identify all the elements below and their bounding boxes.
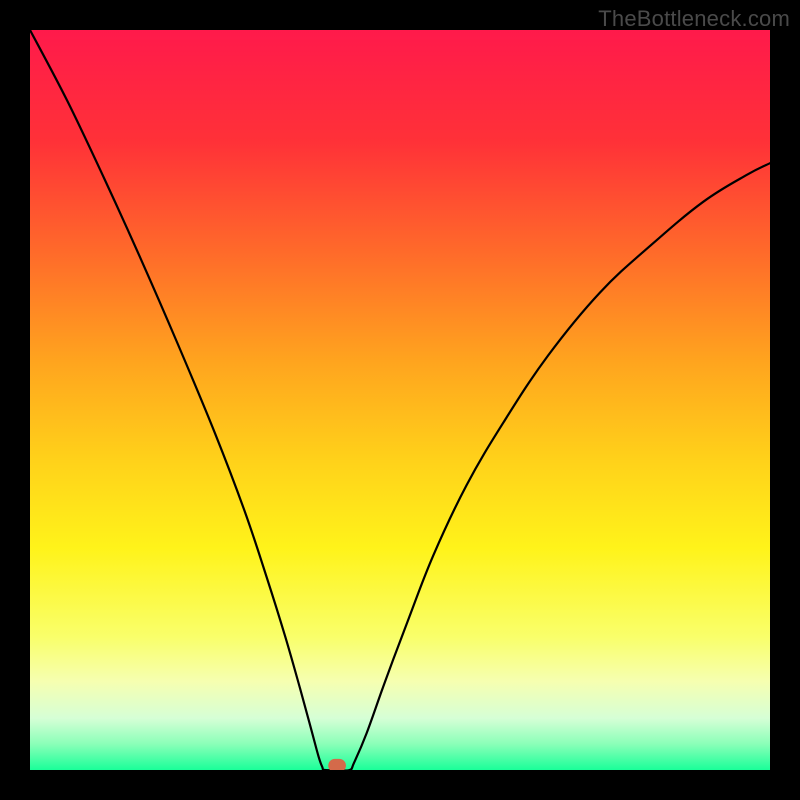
chart-container: TheBottleneck.com: [0, 0, 800, 800]
plot-gradient-background: [30, 30, 770, 770]
watermark-text: TheBottleneck.com: [598, 6, 790, 32]
bottleneck-chart: [0, 0, 800, 800]
